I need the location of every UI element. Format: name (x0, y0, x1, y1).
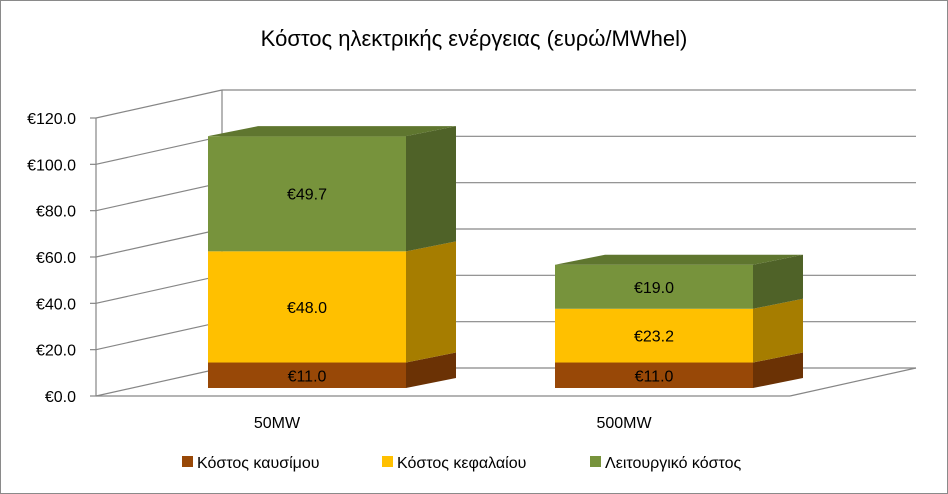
bar-side (753, 298, 803, 363)
bar-front (208, 362, 406, 388)
bar-segment (555, 254, 803, 309)
data-label: €49.7 (287, 187, 327, 204)
chart-title: Κόστος ηλεκτρικής ενέργειας (ευρώ/MWhel) (261, 26, 688, 51)
legend-item: Κόστος καυσίμου (182, 455, 320, 472)
gridline-side (95, 228, 223, 258)
bar-side (406, 241, 456, 363)
legend-label: Κόστος καυσίμου (197, 455, 320, 472)
floor-right-edge (789, 367, 917, 397)
gridline-side (95, 135, 223, 165)
gridline-side (95, 182, 223, 212)
y-tick-label: €40.0 (36, 296, 76, 313)
bar-front (555, 264, 753, 309)
bar-segment (208, 352, 456, 388)
bar-side (753, 254, 803, 309)
gridline-side (95, 367, 223, 397)
y-tick-label: €60.0 (36, 250, 76, 267)
data-label: €11.0 (635, 368, 674, 385)
bar-side (406, 126, 456, 252)
bar-segment (208, 126, 456, 252)
gridline-side (95, 321, 223, 351)
bar-segment (208, 241, 456, 363)
data-label: €19.0 (634, 280, 674, 297)
y-tick-label: €0.0 (45, 389, 76, 406)
legend-label: Κόστος κεφαλαίου (397, 455, 526, 472)
legend-label: Λειτουργικό κόστος (605, 455, 741, 472)
data-label: €23.2 (634, 329, 674, 346)
x-category-label: 500MW (596, 415, 652, 432)
data-label: €11.0 (288, 368, 327, 385)
bar-segment (555, 352, 803, 388)
bar-front (208, 251, 406, 363)
bar-side (753, 352, 803, 388)
data-labels: €11.0 €48.0 €49.7 €11.0 €23.2 €19.0 (287, 187, 674, 386)
data-label: €48.0 (287, 300, 327, 317)
gridline-side (95, 274, 223, 304)
y-tick-label: €80.0 (36, 204, 76, 221)
bar-front (555, 308, 753, 363)
x-category-label: 50MW (254, 415, 301, 432)
legend-swatch (590, 456, 601, 467)
legend-item: Λειτουργικό κόστος (590, 455, 741, 472)
legend-item: Κόστος κεφαλαίου (382, 455, 526, 472)
legend-swatch (182, 456, 193, 467)
y-tick-label: €20.0 (36, 343, 76, 360)
y-axis: €0.0 €20.0 €40.0 €60.0 €80.0 €100.0 €120.0 (27, 111, 96, 406)
bars (208, 126, 803, 388)
bar-front (555, 362, 753, 388)
y-tick-label: €100.0 (27, 157, 76, 174)
legend-swatch (382, 456, 393, 467)
bar-segment (555, 298, 803, 363)
y-tick-label: €120.0 (27, 111, 76, 128)
bar-top (208, 126, 456, 137)
bar-front (208, 136, 406, 252)
gridline-side (95, 89, 223, 119)
bar-top (555, 254, 803, 265)
x-axis: 50MW 500MW (254, 415, 653, 432)
bar-side (406, 352, 456, 388)
legend: Κόστος καυσίμου Κόστος κεφαλαίου Λειτουργι… (182, 455, 741, 472)
